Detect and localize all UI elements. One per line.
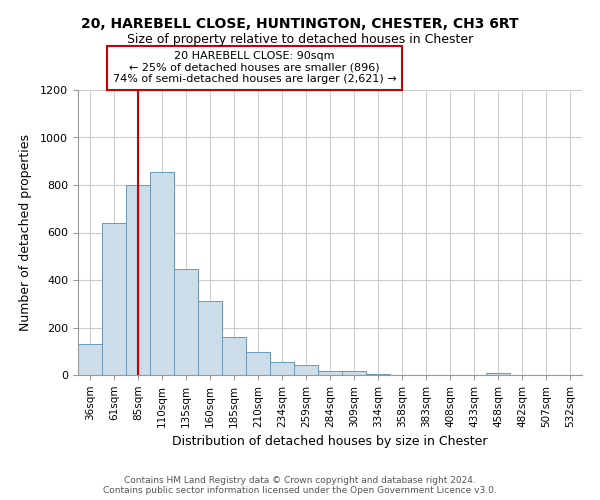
Bar (78, 344, 102, 375)
Bar (126, 185, 150, 375)
Text: 20 HAREBELL CLOSE: 90sqm
← 25% of detached houses are smaller (896)
74% of semi-: 20 HAREBELL CLOSE: 90sqm ← 25% of detach… (113, 51, 396, 84)
X-axis label: Distribution of detached houses by size in Chester: Distribution of detached houses by size … (172, 435, 488, 448)
Text: Size of property relative to detached houses in Chester: Size of property relative to detached ho… (127, 32, 473, 46)
Bar (102, 223, 126, 375)
Text: 20, HAREBELL CLOSE, HUNTINGTON, CHESTER, CH3 6RT: 20, HAREBELL CLOSE, HUNTINGTON, CHESTER,… (81, 18, 519, 32)
Bar (198, 302, 222, 375)
Bar (222, 337, 246, 375)
Bar (486, 373, 510, 375)
Bar (150, 172, 174, 375)
Bar (342, 370, 366, 375)
Bar (174, 270, 198, 375)
Y-axis label: Number of detached properties: Number of detached properties (19, 134, 32, 331)
Bar (270, 362, 294, 375)
Bar (318, 370, 342, 375)
Text: Contains HM Land Registry data © Crown copyright and database right 2024.
Contai: Contains HM Land Registry data © Crown c… (103, 476, 497, 495)
Bar (294, 365, 318, 375)
Bar (366, 374, 390, 375)
Bar (246, 352, 270, 375)
